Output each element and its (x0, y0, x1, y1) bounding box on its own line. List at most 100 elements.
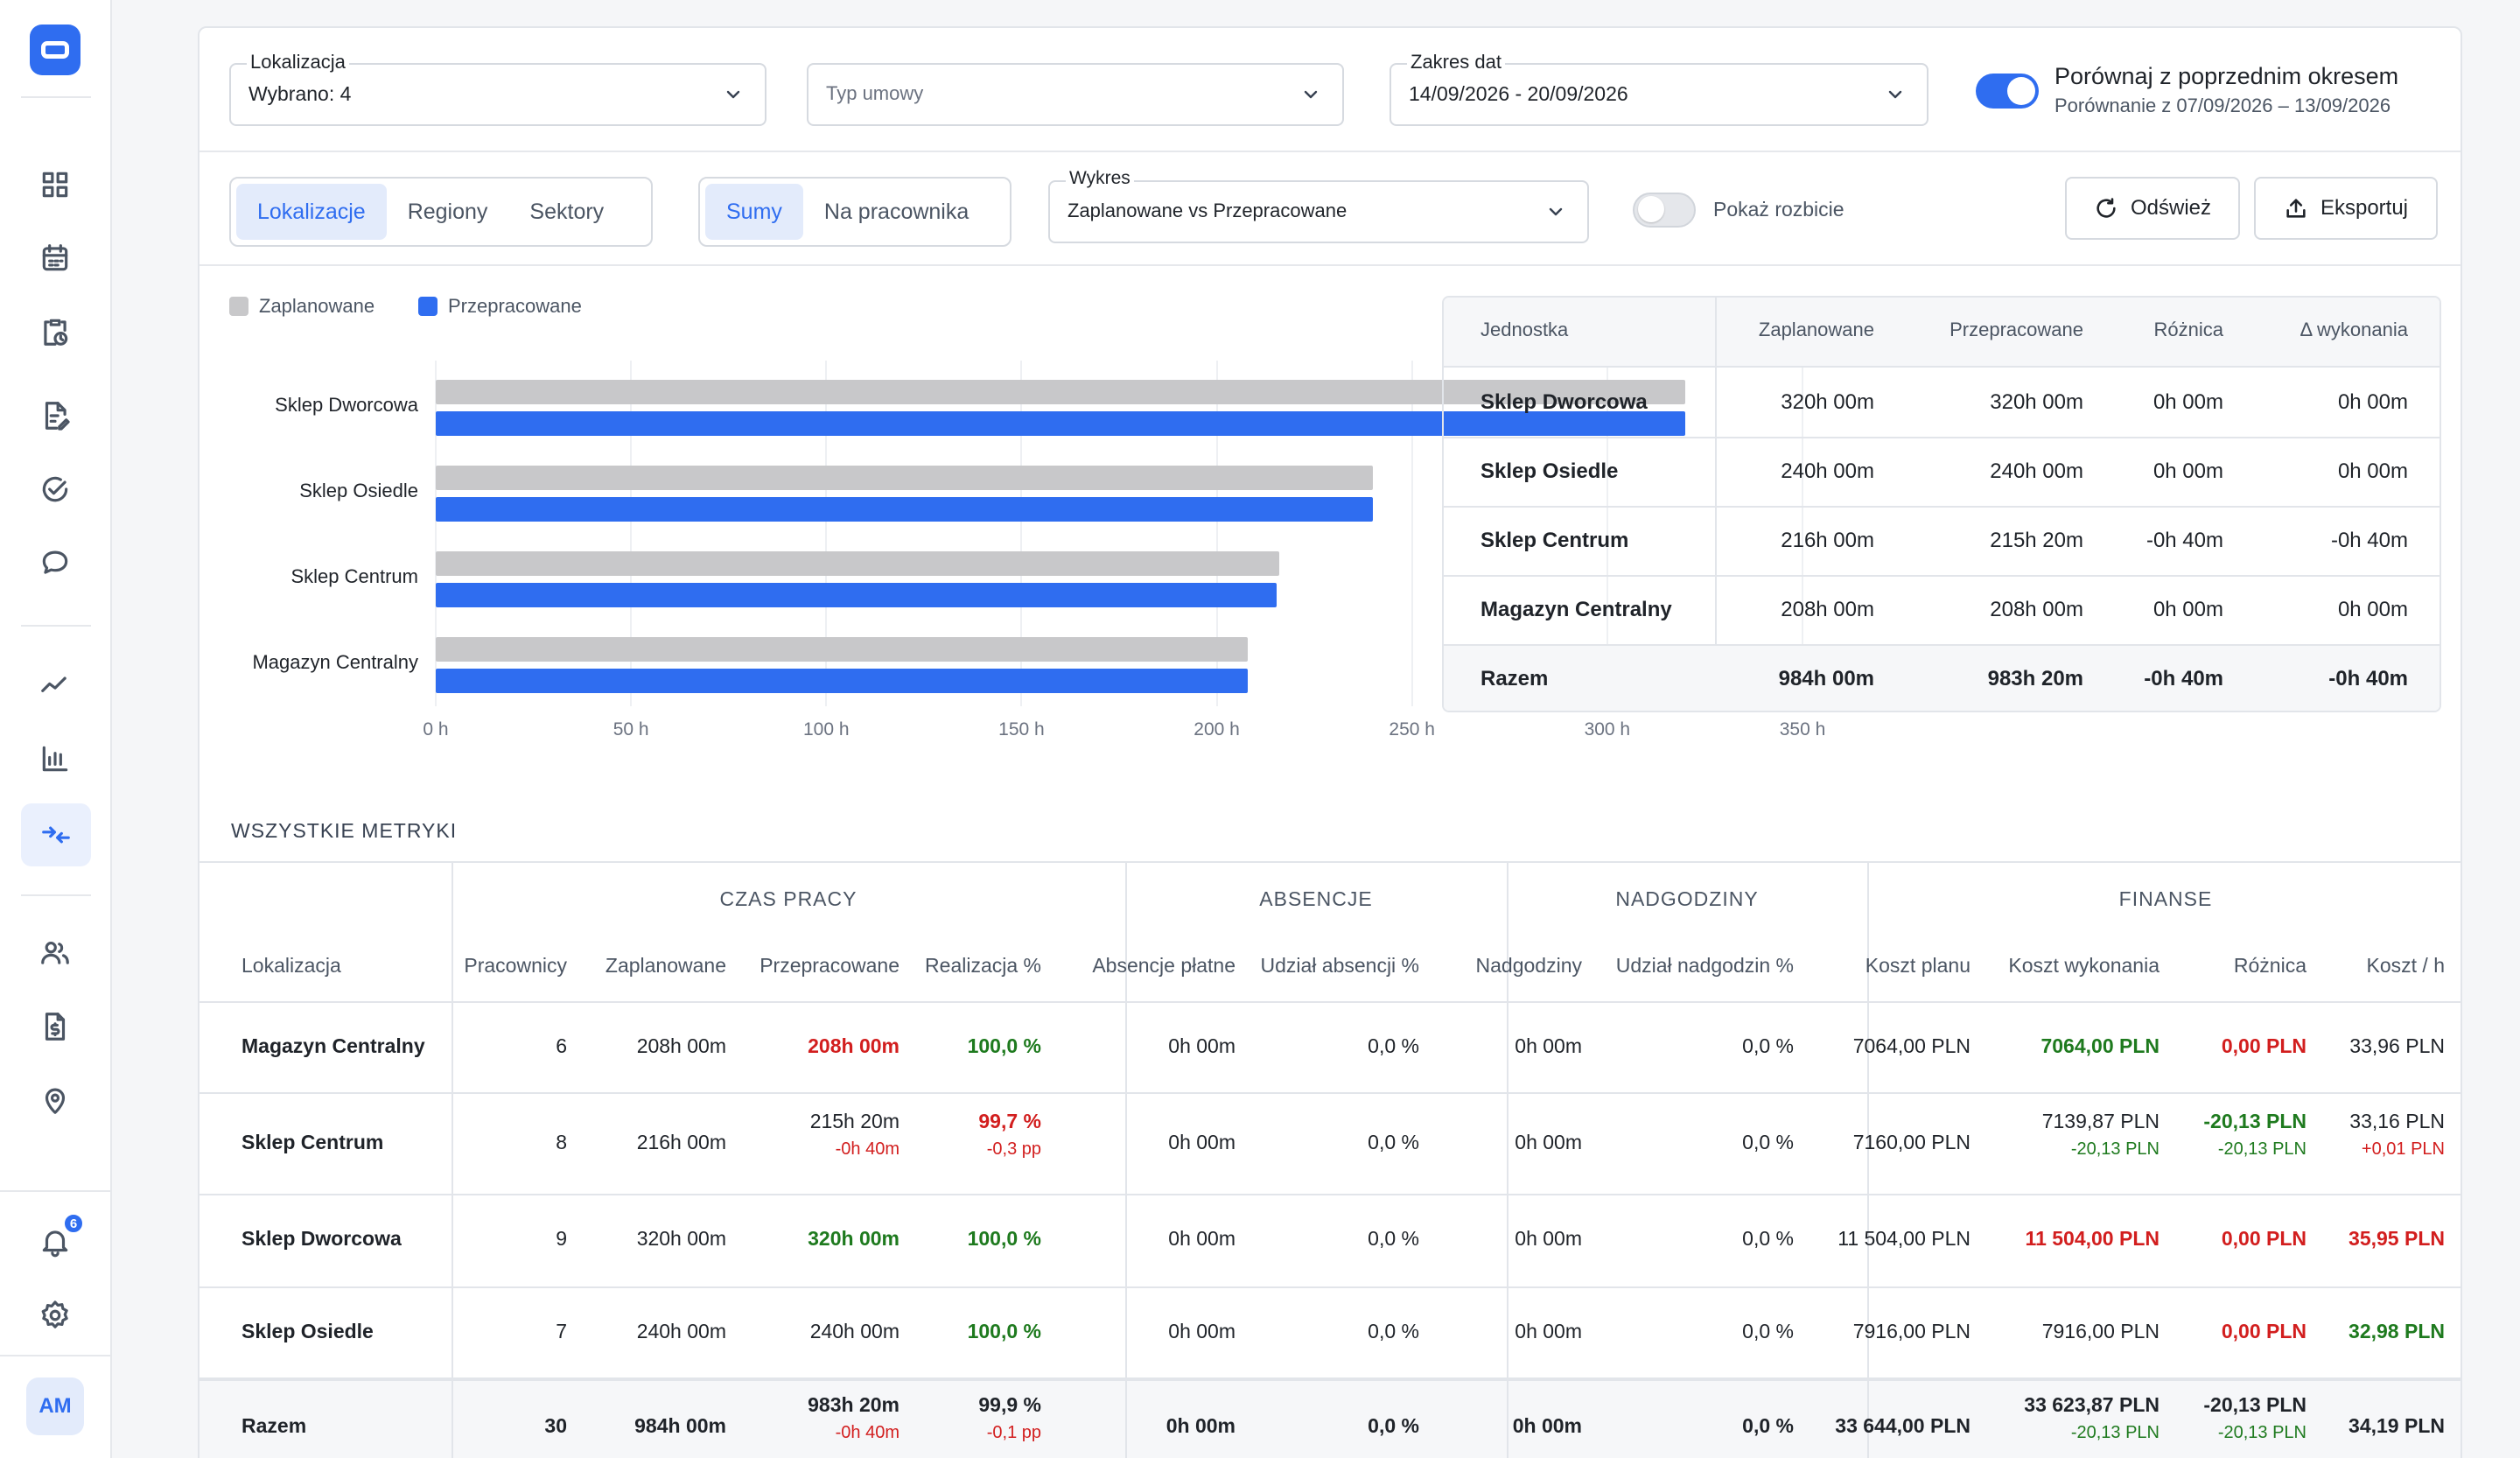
cell: 240h 00m (809, 1320, 900, 1342)
refresh-label: Odśwież (2130, 196, 2212, 220)
gridline (1606, 361, 1608, 706)
file-money-icon[interactable] (30, 1001, 80, 1052)
cell: 215h 20m (1990, 529, 2083, 552)
cell: 9 (556, 1227, 567, 1250)
cell: 0,0 % (1742, 1034, 1794, 1057)
tab-na-pracownika[interactable]: Na pracownika (823, 199, 970, 224)
check-circle-icon[interactable] (30, 464, 80, 515)
location-select[interactable]: Lokalizacja Wybrano: 4 (229, 51, 766, 126)
column-header: Udział absencji % (1260, 954, 1419, 977)
row-divider (1444, 506, 2440, 508)
column-header: Pracownicy (464, 954, 567, 977)
apps-grid-icon[interactable] (30, 159, 80, 210)
cell: 984h 00m (1778, 667, 1874, 690)
cell: -0h 40m (2328, 667, 2408, 690)
chevron-down-icon (1545, 201, 1566, 222)
bar-worked (436, 411, 1686, 436)
compare-title: Porównaj z poprzednim okresem (2054, 63, 2399, 89)
cell: 0,0 % (1742, 1227, 1794, 1250)
compare-toggle[interactable] (1976, 74, 2039, 109)
cell: 0h 00m (1168, 1131, 1236, 1153)
chart-select-value: Zaplanowane vs Przepracowane (1068, 200, 1348, 221)
category-label: Magazyn Centralny (252, 651, 418, 673)
trend-line-icon[interactable] (30, 660, 80, 711)
cell: 33,96 PLN (2349, 1034, 2445, 1057)
chart-select-label: Wykres (1066, 168, 1134, 189)
cell: 0,0 % (1742, 1414, 1794, 1437)
upload-icon (2286, 199, 2306, 218)
bar-planned (436, 380, 1686, 404)
cell: 0,0 % (1368, 1320, 1419, 1342)
cell: 0,00 PLN (2221, 1034, 2306, 1057)
bar-worked (436, 497, 1374, 522)
export-label: Eksportuj (2320, 196, 2409, 220)
cell: 7916,00 PLN (1852, 1320, 1970, 1342)
cell: -0h 40m (2330, 529, 2408, 552)
cell: 7064,00 PLN (2040, 1034, 2160, 1057)
bar-planned (436, 551, 1279, 576)
cell: 100,0 % (967, 1320, 1041, 1342)
app-logo[interactable] (30, 25, 80, 75)
sidebar-divider (21, 625, 91, 627)
gridline (630, 361, 633, 706)
delta-value: -0h 40m (835, 1423, 900, 1442)
cell: 0h 00m (1166, 1414, 1236, 1437)
tab-sumy[interactable]: Sumy (705, 184, 803, 240)
cell: -0h 40m (2144, 667, 2223, 690)
category-label: Sklep Dworcowa (275, 394, 418, 416)
compare-arrows-icon[interactable] (21, 803, 91, 866)
cell: -0h 40m (2146, 529, 2223, 552)
export-button[interactable]: Eksportuj (2254, 177, 2438, 240)
chat-bubble-icon[interactable] (30, 537, 80, 588)
column-divider (1125, 863, 1127, 1458)
column-header: Absencje płatne (1092, 954, 1236, 977)
date-range-select[interactable]: Zakres dat 14/09/2026 - 20/09/2026 (1390, 51, 1928, 126)
contract-type-select[interactable]: Typ umowy (807, 63, 1344, 126)
sidebar-divider (0, 1355, 112, 1356)
cell: 0h 00m (2152, 598, 2223, 621)
legend-label: Przepracowane (448, 295, 582, 317)
cell: -20,13 PLN (2203, 1110, 2306, 1132)
gridline (435, 361, 437, 706)
avatar[interactable]: AM (26, 1377, 84, 1435)
cell: 0h 00m (2337, 598, 2408, 621)
cell: 0h 00m (2152, 390, 2223, 414)
row-label: Sklep Dworcowa (1480, 390, 1648, 414)
tab-lokalizacje[interactable]: Lokalizacje (236, 184, 387, 240)
bell-icon[interactable] (30, 1216, 80, 1267)
x-tick-label: 100 h (803, 719, 850, 740)
tab-sektory[interactable]: Sektory (529, 199, 605, 224)
bar-chart-icon[interactable] (30, 733, 80, 784)
cell: 983h 20m (1987, 667, 2083, 690)
gear-icon[interactable] (30, 1290, 80, 1341)
tab-regiony[interactable]: Regiony (407, 199, 488, 224)
row-label: Sklep Osiedle (1480, 459, 1619, 483)
calendar-icon[interactable] (30, 233, 80, 284)
cell: 11 504,00 PLN (1838, 1227, 1970, 1250)
refresh-button[interactable]: Odśwież (2065, 177, 2240, 240)
breakdown-toggle[interactable] (1633, 193, 1696, 228)
row-divider (1444, 575, 2440, 577)
delta-value: +0,01 PLN (2361, 1139, 2445, 1159)
clipboard-clock-icon[interactable] (30, 306, 80, 357)
cell: 0h 00m (2337, 390, 2408, 414)
cell: 7160,00 PLN (1852, 1131, 1970, 1153)
cell: 0h 00m (1515, 1320, 1582, 1342)
delta-value: -20,13 PLN (2217, 1423, 2306, 1442)
row-label: Sklep Dworcowa (242, 1227, 402, 1250)
mode-tabs: Sumy Na pracownika (698, 177, 1012, 247)
compare-subtitle: Porównanie z 07/09/2026 – 13/09/2026 (2054, 95, 2391, 116)
sidebar-divider (21, 894, 91, 896)
sidebar-divider (21, 96, 91, 98)
cell: 240h 00m (1781, 459, 1874, 483)
location-pin-icon[interactable] (30, 1075, 80, 1125)
group-header: ABSENCJE (1259, 887, 1373, 910)
chart-select[interactable]: Wykres Zaplanowane vs Przepracowane (1048, 168, 1589, 243)
sidebar: 6 AM (0, 0, 112, 1458)
cell: 216h 00m (636, 1131, 726, 1153)
document-edit-icon[interactable] (30, 390, 80, 441)
cell: 33 644,00 PLN (1835, 1414, 1970, 1437)
cell: 215h 20m (809, 1110, 900, 1132)
cell: 240h 00m (1990, 459, 2083, 483)
users-icon[interactable] (30, 928, 80, 978)
